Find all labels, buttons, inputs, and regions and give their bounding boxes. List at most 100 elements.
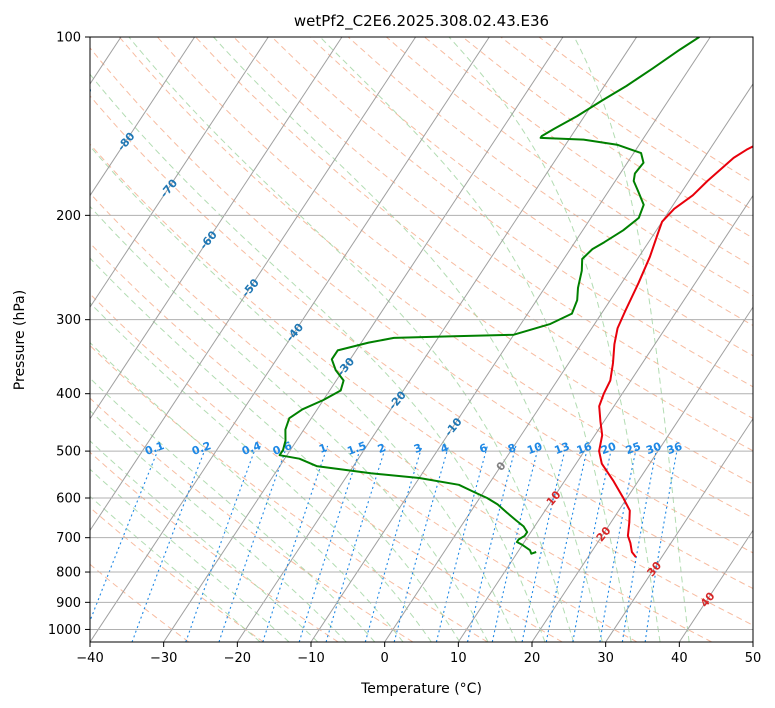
x-tick-label: −30 xyxy=(150,651,177,666)
chart-title: wetPf2_C2E6.2025.308.02.43.E36 xyxy=(294,12,549,31)
mixing-ratio-line xyxy=(435,445,488,642)
mixing-ratio-label: 30 xyxy=(644,440,663,458)
moist-adiabat xyxy=(128,37,575,642)
x-tick-label: −20 xyxy=(224,651,251,666)
mixing-ratio-label: 6 xyxy=(478,441,490,456)
y-tick-label: 600 xyxy=(56,492,81,507)
moist-adiabat xyxy=(448,37,661,642)
isotherm-line xyxy=(531,306,753,642)
y-axis-label: Pressure (hPa) xyxy=(12,290,28,390)
mixing-ratio-label: 36 xyxy=(665,440,684,458)
isotherm-line xyxy=(90,37,196,197)
y-tick-label: 500 xyxy=(56,445,81,460)
isotherm-line xyxy=(457,194,753,642)
mixing-ratio-line xyxy=(621,445,658,642)
isotherm-line xyxy=(90,37,343,420)
x-tick-label: 30 xyxy=(597,651,614,666)
isotherm-line xyxy=(163,37,564,642)
dewpoint-profile-line xyxy=(278,37,700,555)
y-tick-label: 700 xyxy=(56,531,81,546)
moist-adiabat xyxy=(573,37,690,642)
dry-adiabat xyxy=(90,506,264,642)
moist-adiabat xyxy=(213,37,603,642)
mixing-ratio-label: 2 xyxy=(376,441,388,456)
dry-adiabat xyxy=(233,37,753,419)
x-tick-label: −40 xyxy=(76,651,103,666)
mixing-ratio-line xyxy=(644,445,679,642)
dry-adiabat xyxy=(90,293,563,642)
moist-adiabat xyxy=(90,341,404,642)
x-tick-label: 0 xyxy=(381,651,389,666)
dry-adiabat xyxy=(386,37,753,297)
dry-adiabat xyxy=(90,451,339,642)
mixing-ratio-line xyxy=(185,445,257,642)
mixing-ratio-line xyxy=(90,445,161,623)
mixing-ratio-label: 16 xyxy=(575,440,594,458)
mixing-ratio-label: 8 xyxy=(506,441,518,456)
mixing-ratio-label: 3 xyxy=(412,441,424,456)
plot-frame xyxy=(89,36,754,643)
moist-adiabat xyxy=(90,73,546,642)
moist-adiabat xyxy=(90,410,347,642)
moist-adiabat xyxy=(90,145,517,642)
x-tick-label: 10 xyxy=(450,651,467,666)
y-tick-label: 1000 xyxy=(48,623,81,638)
isotherm-line xyxy=(90,37,269,309)
isotherm-line xyxy=(236,37,638,642)
mixing-ratio-line xyxy=(131,445,207,642)
mixing-ratio-label: 0.2 xyxy=(190,439,213,458)
mixing-ratio-line xyxy=(599,445,638,642)
mixing-ratio-label: 1 xyxy=(317,441,329,456)
dry-adiabat xyxy=(347,37,753,327)
moist-adiabat xyxy=(90,377,376,642)
isotherm-line xyxy=(90,37,490,642)
isotherm-line xyxy=(310,37,711,642)
mixing-ratio-line xyxy=(262,445,329,642)
x-tick-label: 20 xyxy=(524,651,541,666)
isotherm-line xyxy=(678,529,753,642)
y-tick-label: 100 xyxy=(56,31,81,46)
mixing-ratio-line xyxy=(521,445,567,642)
moist-adiabat xyxy=(90,302,432,642)
isotherm-line xyxy=(605,417,753,642)
dry-adiabat xyxy=(157,37,753,485)
profile-lines xyxy=(278,37,753,558)
pressure-grid xyxy=(90,37,753,630)
mixing-ratio-label: 4 xyxy=(439,441,451,456)
y-tick-label: 400 xyxy=(56,387,81,402)
mixing-ratio-line xyxy=(572,445,613,642)
y-axis: 100 200 300 400 500 600 700 800 900 1000 xyxy=(48,31,90,638)
y-tick-label: 300 xyxy=(56,313,81,328)
y-tick-label: 900 xyxy=(56,596,81,611)
x-axis: −40 −30 −20 −10 0 10 20 30 40 50 xyxy=(76,642,761,666)
moist-adiabat xyxy=(319,37,632,642)
mixing-ratio-label: 10 xyxy=(525,440,544,458)
mixing-ratio-line xyxy=(545,445,589,642)
dry-adiabat xyxy=(90,143,753,626)
x-tick-label: −10 xyxy=(297,651,324,666)
moist-adiabat xyxy=(90,440,319,642)
y-tick-label: 200 xyxy=(56,209,81,224)
mixing-ratio-label: 0.1 xyxy=(143,439,166,458)
dry-adiabat xyxy=(118,37,753,519)
isotherm-line xyxy=(90,37,417,532)
isotherm-line xyxy=(384,83,753,642)
mixing-ratio-line xyxy=(491,445,540,642)
moist-adiabat xyxy=(90,257,461,642)
mixing-ratio-label: 1.5 xyxy=(345,439,368,458)
mixing-ratio-label: 25 xyxy=(624,440,643,457)
y-tick-label: 800 xyxy=(56,566,81,581)
mixing-ratio-label: 0.4 xyxy=(240,439,263,458)
x-tick-label: 40 xyxy=(671,651,688,666)
background-lines xyxy=(90,37,753,642)
moist-adiabat xyxy=(90,468,290,642)
dry-adiabat xyxy=(195,37,753,452)
temperature-profile-line xyxy=(598,145,753,558)
mixing-ratio-line xyxy=(298,445,362,642)
mixing-ratio-line xyxy=(466,445,517,642)
mixing-ratio-label: 13 xyxy=(553,440,572,457)
mixing-ratio-line xyxy=(393,445,450,642)
x-tick-label: 50 xyxy=(745,651,762,666)
